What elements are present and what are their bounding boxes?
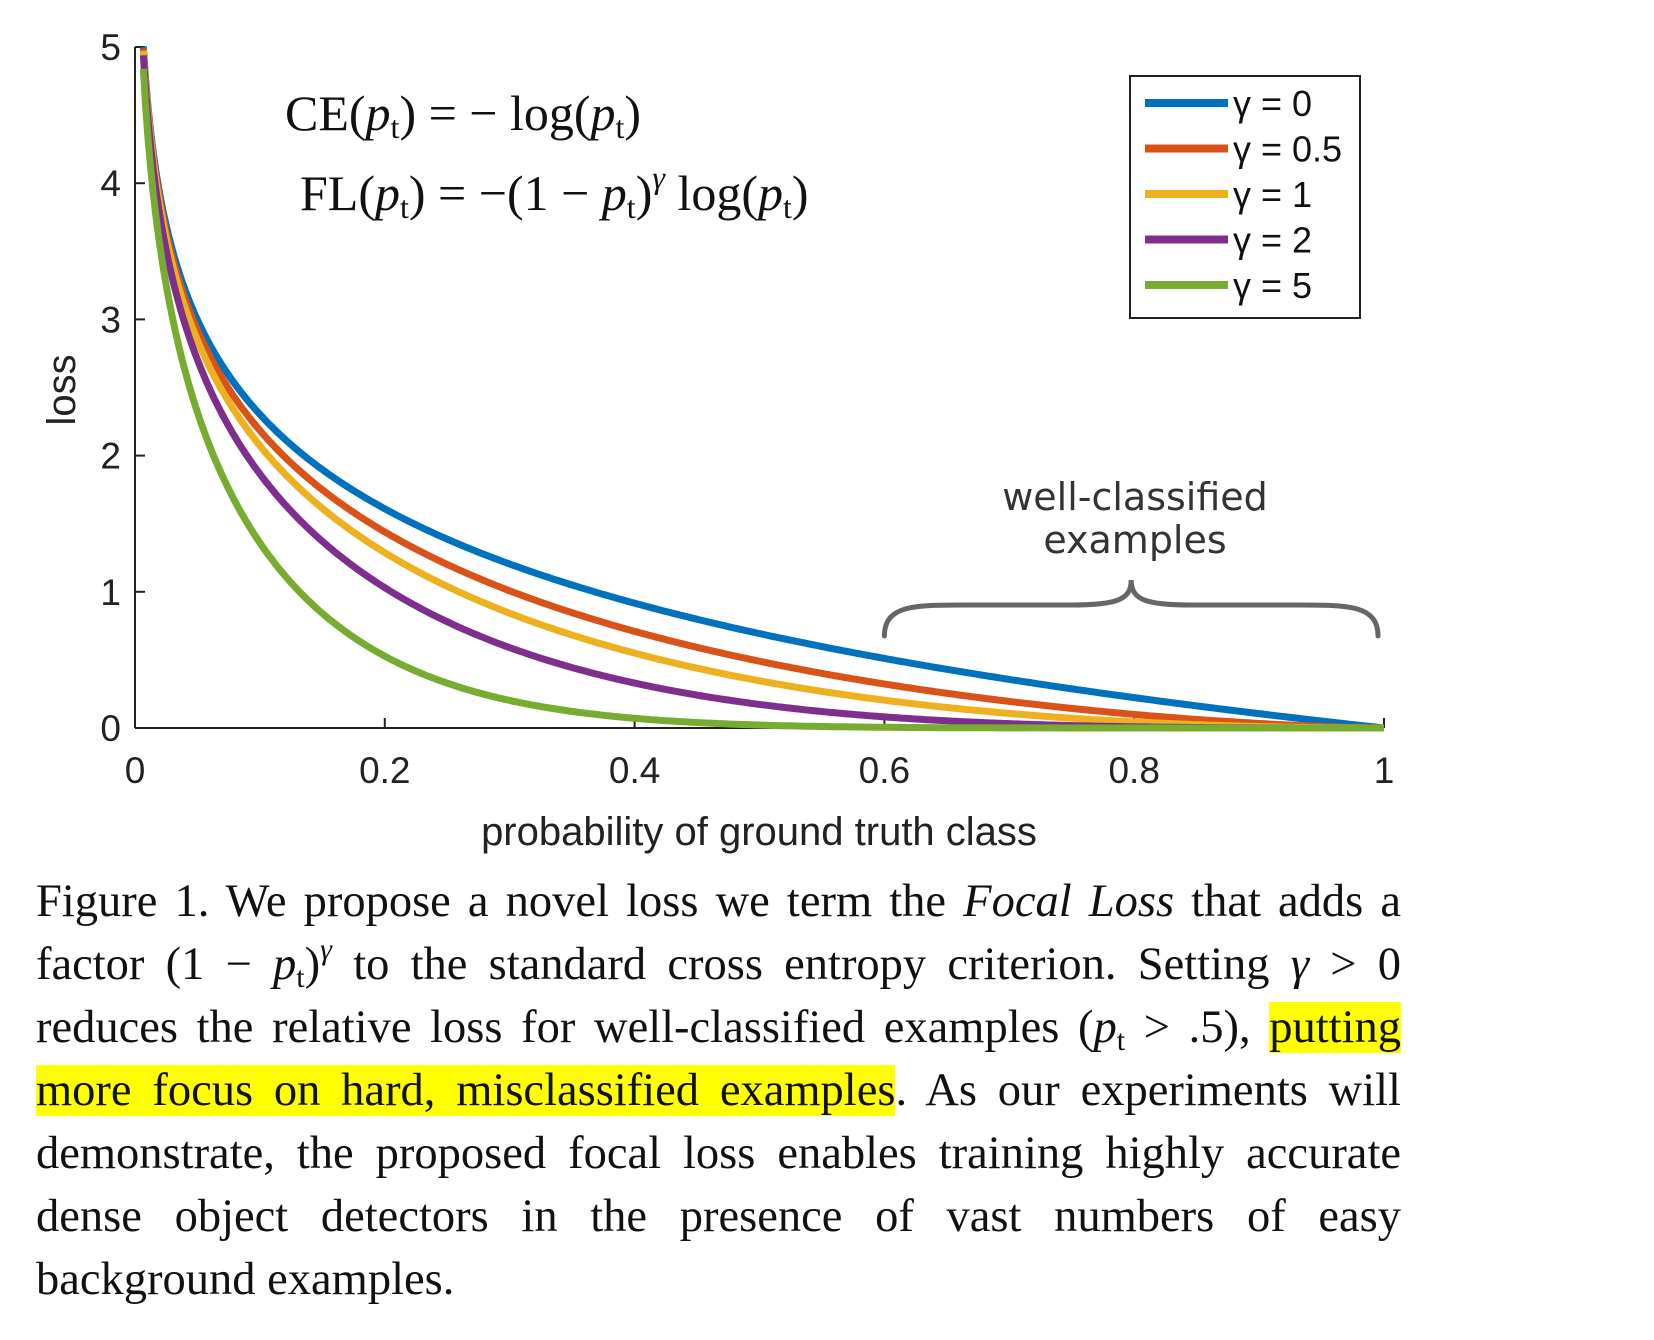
x-tick-label: 0	[125, 750, 146, 791]
figure-caption: Figure 1. We propose a novel loss we ter…	[36, 870, 1401, 1311]
y-tick-label: 0	[100, 708, 121, 749]
legend-label: γ = 5	[1233, 265, 1312, 306]
legend-label: γ = 0.5	[1233, 129, 1342, 170]
y-tick-label: 2	[100, 436, 121, 477]
figure: 0 0.2 0.4 0.6 0.8 1 0 1 2 3 4 5 probability of gro…	[40, 27, 1395, 854]
caption-text: )	[304, 939, 321, 990]
legend-label: γ = 1	[1233, 174, 1312, 215]
y-tick-label: 4	[100, 163, 121, 204]
y-axis-title: loss	[40, 354, 84, 425]
caption-math-sup: γ	[320, 933, 332, 966]
caption-text: . As our experiments will demonstrate, t…	[36, 1065, 1401, 1305]
x-axis-title: probability of ground truth class	[481, 810, 1037, 854]
curly-bracket	[881, 579, 1381, 639]
well-classified-annotation: well-classified examples	[881, 475, 1381, 639]
caption-text: > .5),	[1125, 1002, 1270, 1053]
fl-equation: FL(pt) = −(1 − pt)γ log(pt)	[300, 159, 809, 225]
x-tick-label: 0.4	[609, 750, 660, 791]
caption-math-sub: t	[296, 961, 305, 994]
y-tick-label: 3	[100, 299, 121, 340]
caption-math: p	[273, 939, 297, 990]
series-line	[139, 46, 1384, 732]
y-tick-label: 5	[100, 27, 121, 68]
legend-label: γ = 0	[1233, 83, 1312, 124]
y-tick-label: 1	[100, 572, 121, 613]
bracket-label-line2: examples	[1043, 518, 1226, 562]
series-line	[139, 66, 1384, 732]
caption-text: that adds a factor (1 −	[36, 876, 1402, 990]
focal-loss-term: Focal Loss	[963, 876, 1175, 927]
x-tick-label: 0.2	[359, 750, 410, 791]
caption-math: γ	[1290, 939, 1310, 990]
x-tick-label: 0.6	[859, 750, 910, 791]
caption-text: > 0 reduces the relative loss for well-c…	[36, 939, 1401, 1053]
legend: γ = 0 γ = 0.5γ = 1 γ = 2γ = 5	[1129, 75, 1361, 319]
ce-equation: CE(pt) = − log(pt)	[285, 85, 641, 145]
series-line	[139, 48, 1384, 732]
caption-text: Figure 1. We propose a novel loss we ter…	[36, 876, 964, 927]
caption-math: p	[1093, 1002, 1117, 1053]
caption-math-sub: t	[1116, 1024, 1126, 1057]
bracket-label-line1: well-classified	[1002, 475, 1268, 519]
series-lines	[139, 44, 1385, 732]
series-line	[139, 44, 1385, 732]
y-ticks: 0 1 2 3 4 5	[100, 27, 145, 749]
x-tick-label: 1	[1374, 750, 1395, 791]
legend-label: γ = 2	[1233, 220, 1312, 261]
x-ticks: 0 0.2 0.4 0.6 0.8 1	[125, 718, 1395, 791]
x-tick-label: 0.8	[1108, 750, 1159, 791]
caption-text: to the standard cross entropy criterion.…	[331, 939, 1291, 990]
loss-chart: 0 0.2 0.4 0.6 0.8 1 0 1 2 3 4 5 probability of gro…	[40, 27, 1395, 854]
